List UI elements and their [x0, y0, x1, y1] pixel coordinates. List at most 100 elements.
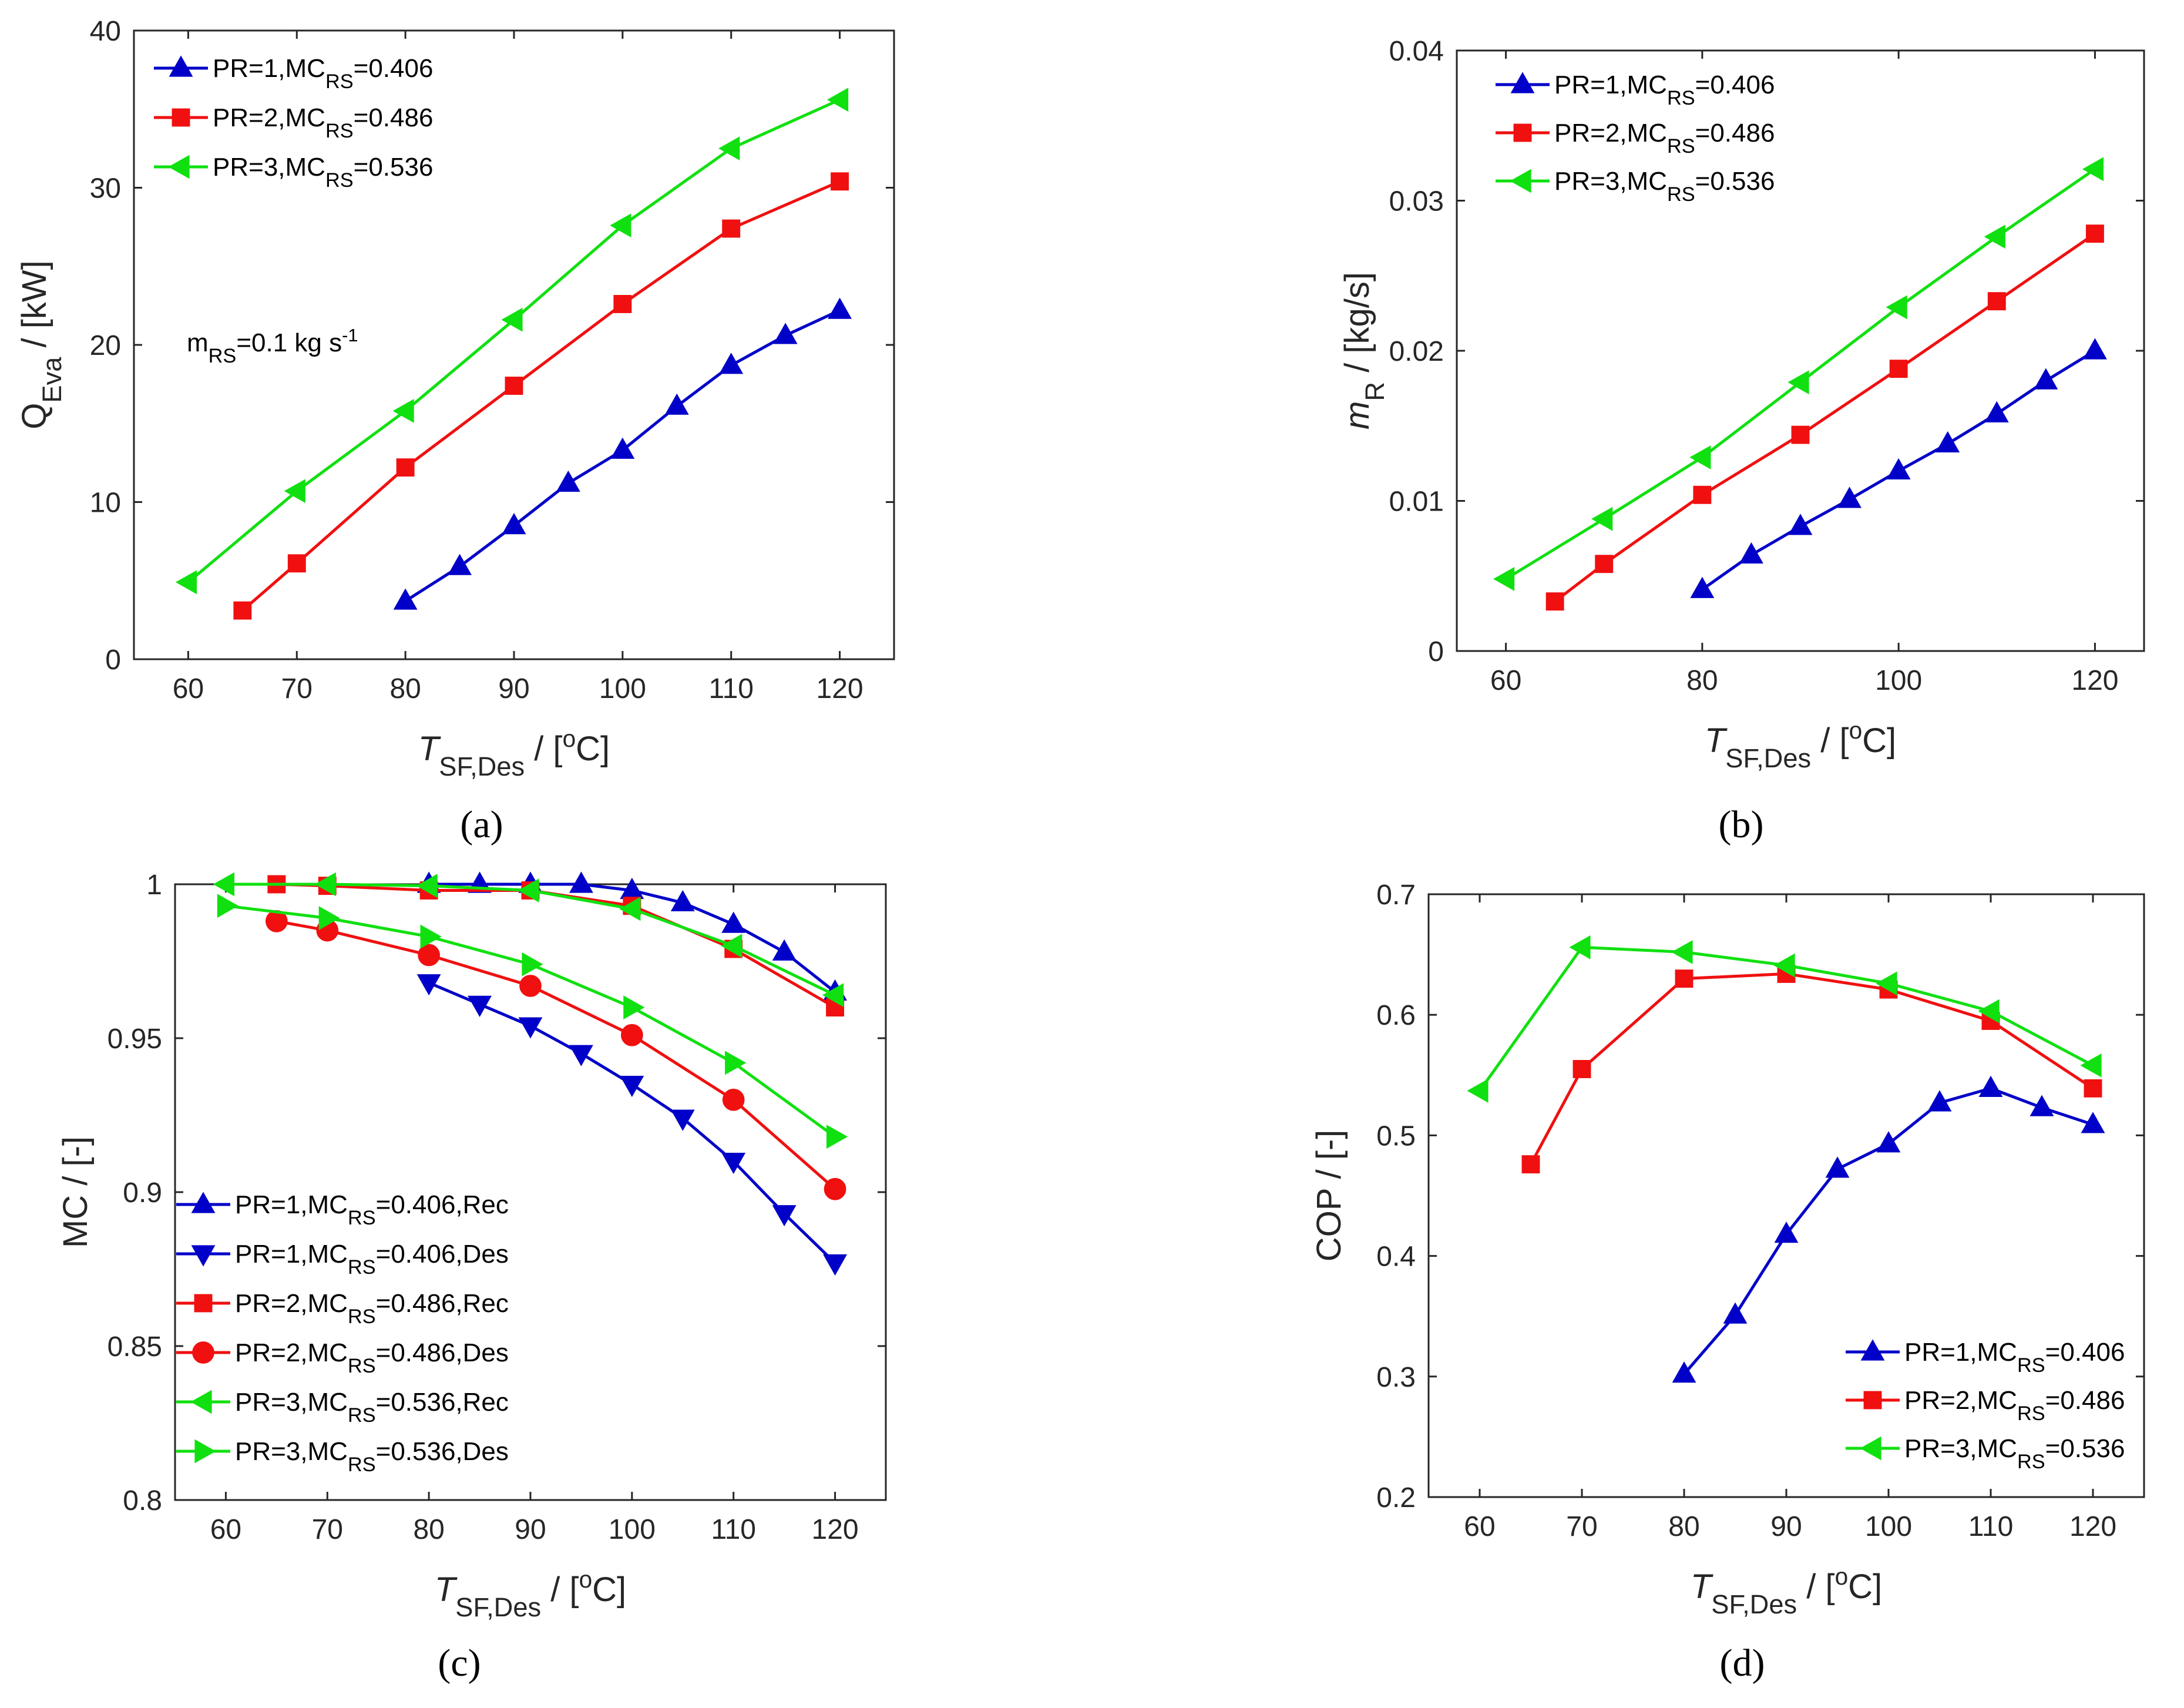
data-point-triangle-up	[569, 871, 593, 893]
panel-caption: (d)	[1720, 1642, 1765, 1684]
data-point-triangle-up	[1876, 1131, 1901, 1153]
legend-entry: PR=3,MCRS=0.536	[213, 153, 433, 192]
data-point-square	[1545, 592, 1564, 611]
data-point-triangle-left	[826, 88, 849, 112]
data-point-triangle-left	[416, 874, 438, 898]
x-axis-label: TSF,Des / [oC]	[435, 1566, 626, 1622]
data-point-triangle-left	[822, 983, 844, 1008]
data-point-triangle-right	[623, 995, 645, 1020]
x-axis-label: TSF,Des / [oC]	[1705, 717, 1896, 773]
x-tick-label: 70	[312, 1514, 343, 1545]
data-point-triangle-up	[664, 393, 689, 415]
data-point-triangle-up	[2083, 338, 2107, 360]
data-point-triangle-left	[501, 307, 523, 332]
data-point-circle	[722, 1088, 745, 1111]
y-tick-label: 30	[90, 173, 121, 204]
data-point-triangle-left	[718, 136, 740, 161]
data-point-triangle-up	[719, 353, 744, 374]
data-point-triangle-down	[721, 1153, 746, 1175]
y-tick-label: 20	[90, 330, 121, 361]
legend-marker-triangle-left	[1510, 169, 1531, 193]
legend-marker-triangle-up	[1510, 72, 1535, 93]
data-point-triangle-up	[670, 890, 695, 912]
data-point-triangle-right	[826, 1125, 848, 1149]
legend-marker-triangle-down	[191, 1245, 216, 1267]
data-point-triangle-up	[773, 323, 798, 344]
x-axis-label: TSF,Des / [oC]	[418, 725, 610, 781]
x-tick-label: 120	[817, 673, 863, 704]
x-tick-label: 60	[1464, 1511, 1495, 1542]
data-point-triangle-up	[1690, 576, 1715, 598]
legend-entry: PR=1,MCRS=0.406	[213, 54, 433, 93]
chart-panel-d: 60 70 80 90 100 110 120 0.2 0.3 0.4 0.5 0.6 0.7 TSF,D…	[1310, 880, 2145, 1684]
legend-marker-triangle-up	[1860, 1339, 1885, 1361]
data-point-triangle-right	[318, 906, 340, 931]
data-point-square	[1595, 555, 1614, 573]
legend-entry: PR=1,MCRS=0.406	[1554, 71, 1775, 109]
x-tick-label: 60	[210, 1514, 241, 1545]
series-line-1	[1529, 972, 2094, 1165]
data-point-triangle-left	[1689, 445, 1711, 469]
data-point-triangle-left	[1984, 224, 2005, 249]
data-point-square	[2085, 224, 2104, 243]
data-point-circle	[519, 975, 542, 997]
data-point-square	[1791, 425, 1810, 444]
legend-marker-square	[1863, 1391, 1882, 1410]
x-tick-label: 100	[599, 673, 646, 704]
data-point-triangle-up	[1788, 514, 1813, 535]
data-point-triangle-right	[522, 952, 543, 977]
data-point-triangle-left	[392, 398, 414, 423]
y-axis-label: COP / [-]	[1310, 1130, 1348, 1262]
data-point-circle	[418, 944, 440, 967]
y-tick-label: 0.01	[1389, 486, 1444, 518]
data-point-circle	[824, 1177, 846, 1200]
x-tick-label: 110	[708, 673, 754, 704]
data-point-triangle-down	[620, 1076, 644, 1098]
x-tick-label: 90	[1770, 1511, 1802, 1542]
legend-entry: PR=2,MCRS=0.486	[213, 103, 433, 142]
chart-panel-c: 60 70 80 90 100 110 120 0.8 0.85 0.9 0.95 1 TSF,Des …	[56, 870, 887, 1684]
data-point-triangle-down	[670, 1109, 695, 1131]
data-point-triangle-up	[1886, 458, 1911, 479]
data-point-square	[2084, 1079, 2102, 1098]
x-tick-label: 60	[1490, 665, 1521, 696]
data-point-triangle-left	[2082, 157, 2104, 182]
data-point-square	[1573, 1060, 1591, 1078]
data-point-triangle-left	[619, 897, 641, 921]
y-axis-label: mR / [kg/s]	[1338, 272, 1390, 429]
data-point-triangle-up	[2081, 1112, 2105, 1133]
legend-marker-square	[172, 108, 190, 127]
x-tick-label: 120	[812, 1514, 859, 1545]
data-point-triangle-up	[828, 297, 852, 319]
legend-entry: PR=1,MCRS=0.406,Rec	[235, 1190, 509, 1229]
y-axis-label-group: mR / [kg/s]	[1338, 272, 1390, 429]
data-point-triangle-up	[1723, 1302, 1748, 1324]
data-point-triangle-left	[1591, 506, 1613, 531]
data-point-square	[233, 601, 252, 620]
y-tick-label: 0.03	[1389, 186, 1444, 217]
series-line-3	[276, 920, 836, 1190]
y-axis-label: QEva / [kW]	[15, 260, 67, 429]
x-tick-label: 110	[1968, 1511, 2014, 1542]
legend-marker-triangle-up	[191, 1192, 216, 1213]
data-point-triangle-up	[393, 588, 418, 610]
data-point-triangle-left	[1569, 935, 1591, 959]
data-point-triangle-up	[448, 553, 472, 575]
data-point-square	[1675, 969, 1694, 988]
y-axis-label-group: QEva / [kW]	[15, 260, 67, 429]
data-point-triangle-left	[175, 570, 197, 595]
data-point-triangle-left	[284, 479, 305, 504]
legend-entry: PR=1,MCRS=0.406,Des	[235, 1240, 509, 1279]
data-point-triangle-left	[2080, 1053, 2102, 1078]
data-point-triangle-down	[416, 974, 441, 996]
series-line-1	[1554, 232, 2096, 603]
legend-entry: PR=3,MCRS=0.536,Rec	[235, 1388, 509, 1427]
x-tick-label: 120	[2071, 665, 2118, 696]
data-point-triangle-down	[468, 995, 492, 1017]
legend-marker-square	[1513, 123, 1532, 142]
x-tick-label: 70	[281, 673, 313, 704]
data-point-triangle-right	[420, 924, 442, 949]
data-point-triangle-left	[1886, 295, 1907, 320]
x-tick-label: 90	[498, 673, 529, 704]
x-tick-label: 70	[1566, 1511, 1597, 1542]
